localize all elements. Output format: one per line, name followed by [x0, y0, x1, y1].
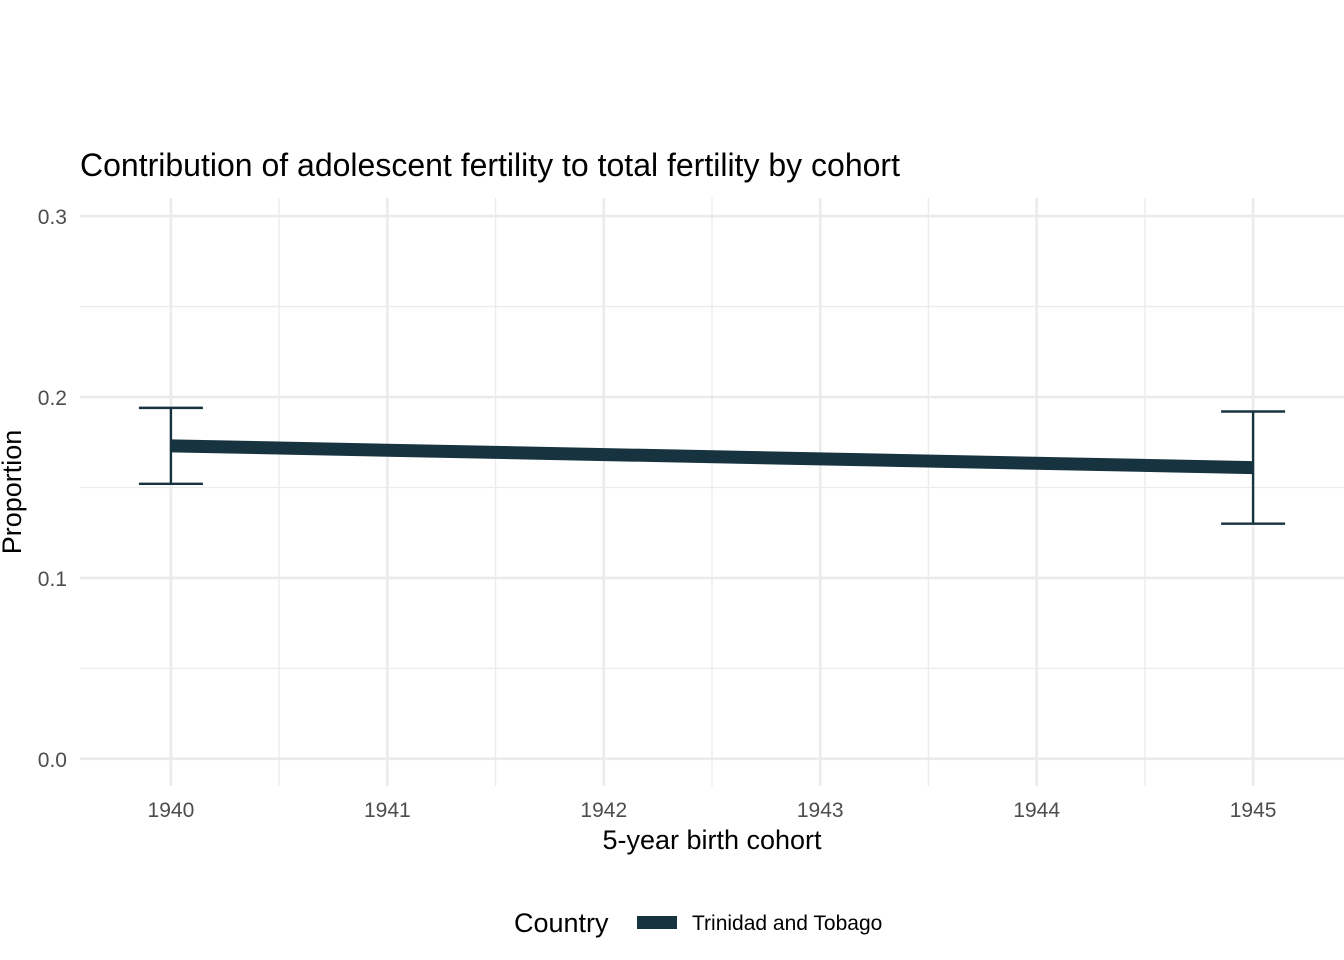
- error-bar: [138, 406, 203, 486]
- legend-key-trinidad-and-tobago: [637, 916, 677, 929]
- legend: Country Trinidad and Tobago: [514, 908, 882, 938]
- x-tick-label: 1940: [148, 799, 195, 822]
- error-bar: [1221, 410, 1286, 525]
- x-tick-label: 1945: [1230, 799, 1277, 822]
- y-tick-label: 0.0: [38, 749, 67, 772]
- chart-title: Contribution of adolescent fertility to …: [80, 147, 900, 183]
- legend-title: Country: [514, 908, 609, 938]
- y-axis-title: Proportion: [0, 430, 27, 555]
- series-line: [170, 439, 1254, 475]
- y-tick-labels: 0.0 0.1 0.2 0.3: [38, 206, 67, 772]
- x-tick-labels: 1940 1941 1942 1943 1944 1945: [148, 799, 1277, 822]
- y-tick-label: 0.1: [38, 568, 67, 591]
- x-tick-label: 1943: [797, 799, 844, 822]
- x-tick-label: 1944: [1013, 799, 1060, 822]
- x-tick-label: 1941: [364, 799, 411, 822]
- legend-label-trinidad-and-tobago: Trinidad and Tobago: [692, 912, 882, 935]
- y-tick-label: 0.3: [38, 206, 67, 229]
- y-tick-label: 0.2: [38, 387, 67, 410]
- grid: [80, 198, 1344, 786]
- x-tick-label: 1942: [580, 799, 627, 822]
- series-marks: [138, 406, 1286, 525]
- x-axis-title: 5-year birth cohort: [602, 825, 822, 855]
